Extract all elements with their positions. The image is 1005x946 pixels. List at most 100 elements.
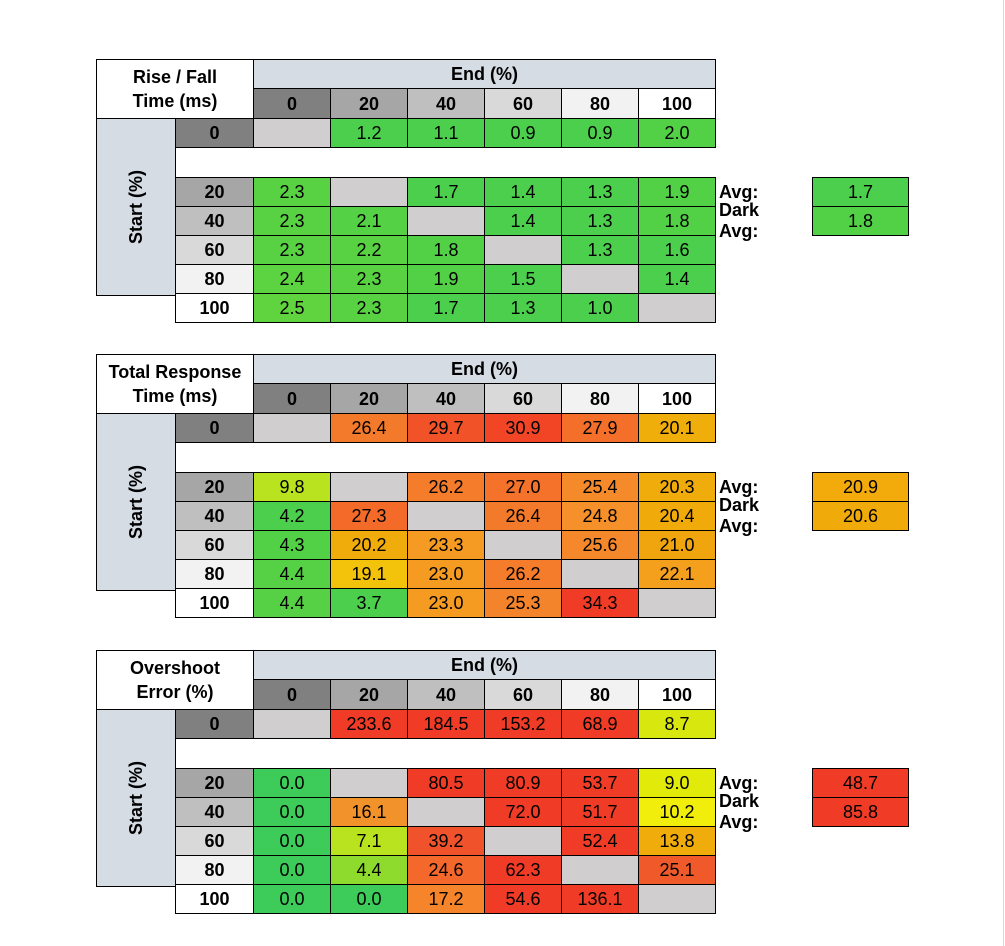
data-cell: 4.4 xyxy=(253,559,331,589)
data-cell: 80.5 xyxy=(407,768,485,798)
row-header: 80 xyxy=(175,855,254,885)
data-cell: 68.9 xyxy=(561,709,639,739)
end-header: End (%) xyxy=(253,59,716,89)
diagonal-cell xyxy=(484,235,562,265)
data-cell: 51.7 xyxy=(561,797,639,827)
column-header: 0 xyxy=(253,679,331,710)
data-cell: 27.3 xyxy=(330,501,408,531)
row-header: 100 xyxy=(175,293,254,323)
column-header: 80 xyxy=(561,383,639,414)
data-cell: 8.7 xyxy=(638,709,716,739)
data-cell: 26.4 xyxy=(330,413,408,443)
diagonal-cell xyxy=(330,472,408,502)
table-title: Total Response Time (ms) xyxy=(96,354,254,414)
overshoot-table: Overshoot Error (%) End (%) Start (%) 0 20 40 6… xyxy=(96,650,909,914)
data-cell: 25.1 xyxy=(638,855,716,885)
data-cell: 23.3 xyxy=(407,530,485,560)
column-header: 40 xyxy=(407,679,485,710)
column-header: 20 xyxy=(330,88,408,119)
data-cell: 233.6 xyxy=(330,709,408,739)
data-cell: 1.3 xyxy=(561,206,639,236)
row-header: 40 xyxy=(175,501,254,531)
avg-value: 1.7 xyxy=(812,177,909,207)
data-cell: 1.3 xyxy=(484,293,562,323)
diagonal-cell xyxy=(407,797,485,827)
column-header: 0 xyxy=(253,383,331,414)
row-header: 100 xyxy=(175,884,254,914)
diagonal-cell xyxy=(407,501,485,531)
data-cell: 53.7 xyxy=(561,768,639,798)
row-header: 80 xyxy=(175,264,254,294)
start-header-label: Start (%) xyxy=(125,169,146,245)
end-header: End (%) xyxy=(253,650,716,680)
column-header: 100 xyxy=(638,88,716,119)
page-border xyxy=(1003,0,1004,946)
diagonal-cell xyxy=(484,530,562,560)
data-cell: 1.7 xyxy=(407,293,485,323)
data-cell: 4.3 xyxy=(253,530,331,560)
start-header-label: Start (%) xyxy=(125,760,146,836)
column-header: 60 xyxy=(484,383,562,414)
data-cell: 29.7 xyxy=(407,413,485,443)
total-response-table: Total Response Time (ms) End (%) Start (%) 0… xyxy=(96,354,909,618)
column-header: 100 xyxy=(638,679,716,710)
data-cell: 0.9 xyxy=(561,118,639,148)
data-cell: 1.4 xyxy=(638,264,716,294)
data-cell: 26.2 xyxy=(484,559,562,589)
row-header: 60 xyxy=(175,235,254,265)
data-cell: 2.3 xyxy=(253,235,331,265)
data-cell: 0.9 xyxy=(484,118,562,148)
rise-fall-table: Rise / Fall Time (ms) End (%) Start (%) 0 20 4… xyxy=(96,59,909,323)
data-cell: 1.4 xyxy=(484,177,562,207)
start-header: Start (%) xyxy=(96,118,176,296)
column-header: 100 xyxy=(638,383,716,414)
column-header: 60 xyxy=(484,679,562,710)
data-cell: 1.3 xyxy=(561,177,639,207)
data-cell: 25.3 xyxy=(484,588,562,618)
column-header: 40 xyxy=(407,383,485,414)
column-header: 20 xyxy=(330,679,408,710)
data-cell: 2.2 xyxy=(330,235,408,265)
row-header: 0 xyxy=(175,413,254,443)
column-header: 0 xyxy=(253,88,331,119)
data-cell: 16.1 xyxy=(330,797,408,827)
data-cell: 1.1 xyxy=(407,118,485,148)
table-title: Overshoot Error (%) xyxy=(96,650,254,710)
table-title-line: Time (ms) xyxy=(132,91,218,111)
data-cell: 2.3 xyxy=(330,264,408,294)
data-cell: 20.2 xyxy=(330,530,408,560)
column-header: 20 xyxy=(330,383,408,414)
row-header: 20 xyxy=(175,472,254,502)
diagonal-cell xyxy=(330,177,408,207)
data-cell: 4.2 xyxy=(253,501,331,531)
column-header: 60 xyxy=(484,88,562,119)
start-header: Start (%) xyxy=(96,413,176,591)
table-title: Rise / Fall Time (ms) xyxy=(96,59,254,119)
end-header: End (%) xyxy=(253,354,716,384)
row-header: 60 xyxy=(175,826,254,856)
data-cell: 9.0 xyxy=(638,768,716,798)
data-cell: 22.1 xyxy=(638,559,716,589)
data-cell: 1.8 xyxy=(638,206,716,236)
data-cell: 52.4 xyxy=(561,826,639,856)
dark-avg-label: Dark Avg: xyxy=(719,495,760,536)
data-cell: 2.4 xyxy=(253,264,331,294)
data-cell: 23.0 xyxy=(407,588,485,618)
start-header-label: Start (%) xyxy=(125,464,146,540)
row-header: 40 xyxy=(175,206,254,236)
data-cell: 2.5 xyxy=(253,293,331,323)
column-header: 40 xyxy=(407,88,485,119)
data-cell: 20.4 xyxy=(638,501,716,531)
data-cell: 1.0 xyxy=(561,293,639,323)
data-cell: 9.8 xyxy=(253,472,331,502)
dark-avg-value: 20.6 xyxy=(812,501,909,531)
table-title-line: Error (%) xyxy=(136,682,214,702)
data-cell: 1.6 xyxy=(638,235,716,265)
row-header: 20 xyxy=(175,177,254,207)
diagonal-cell xyxy=(561,264,639,294)
data-cell: 30.9 xyxy=(484,413,562,443)
data-cell: 24.8 xyxy=(561,501,639,531)
diagonal-cell xyxy=(638,293,716,323)
data-cell: 1.9 xyxy=(638,177,716,207)
avg-label: Avg: xyxy=(719,181,759,202)
